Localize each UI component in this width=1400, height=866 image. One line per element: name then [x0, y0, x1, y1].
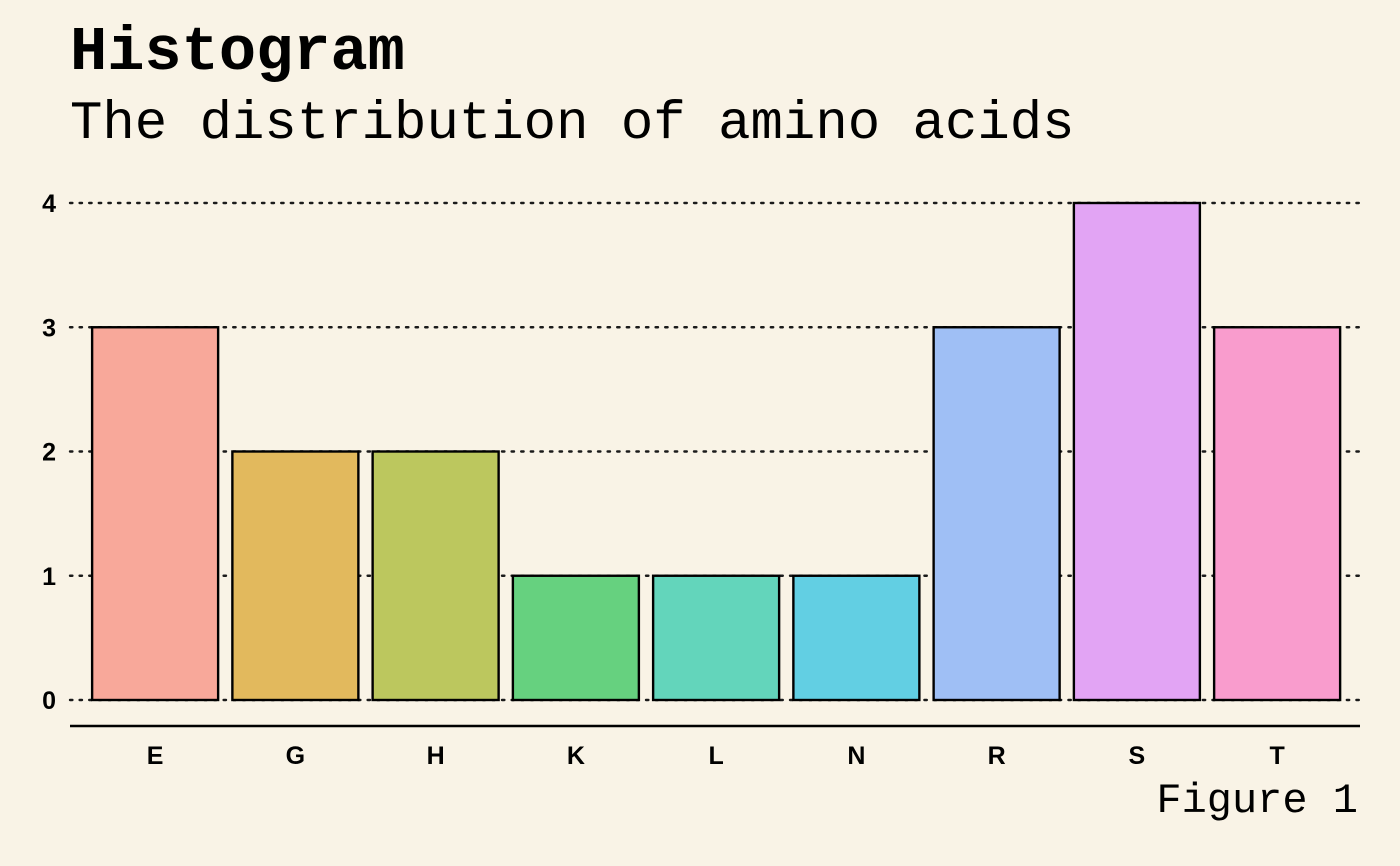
bar-G	[231, 450, 360, 702]
bar-T	[1212, 326, 1342, 702]
chart-title: Histogram	[70, 17, 405, 88]
x-tick-label: G	[286, 742, 305, 770]
x-tick-label: S	[1129, 742, 1146, 770]
x-tick-label: L	[708, 742, 723, 770]
bars	[90, 201, 1342, 702]
bar-K	[511, 574, 641, 702]
y-tick-label: 1	[42, 563, 56, 591]
bar-N	[792, 574, 921, 702]
bar-E	[90, 326, 220, 702]
x-tick-label: R	[988, 742, 1006, 770]
x-tick-label: N	[847, 742, 865, 770]
bar-L	[651, 574, 781, 702]
y-tick-label: 3	[42, 314, 56, 342]
x-tick-label: H	[427, 742, 445, 770]
x-tick-label: T	[1269, 742, 1284, 770]
bar-S	[1072, 201, 1202, 702]
bar-H	[371, 450, 500, 702]
chart-subtitle: The distribution of amino acids	[70, 94, 1075, 155]
y-tick-label: 0	[42, 687, 56, 715]
y-tick-label: 4	[42, 190, 56, 218]
figure-caption: Figure 1	[1156, 777, 1358, 825]
x-tick-label: K	[567, 742, 585, 770]
y-axis-ticks: 0 1 2 3 4	[42, 190, 56, 715]
y-tick-label: 2	[42, 439, 56, 467]
x-tick-label: E	[147, 742, 164, 770]
bar-R	[932, 326, 1061, 702]
